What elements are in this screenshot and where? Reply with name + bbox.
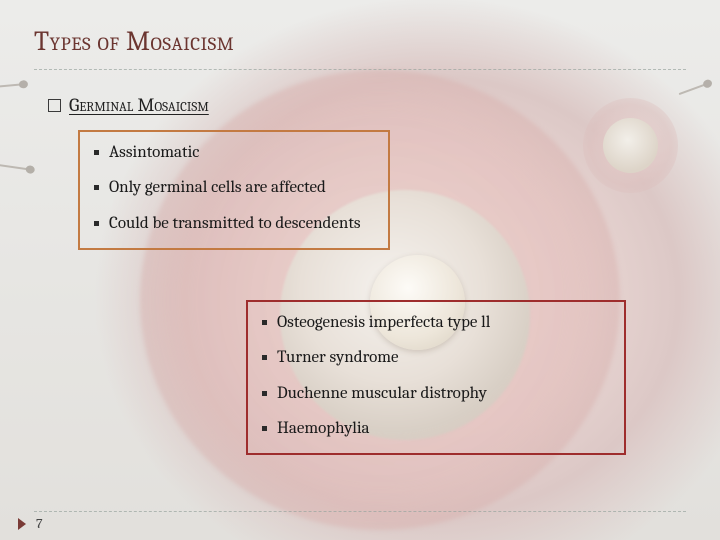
list-item: Assintomatic: [94, 142, 376, 163]
bullet-icon: [262, 320, 267, 325]
subtitle-row: Germinal Mosaicism: [48, 94, 209, 116]
page-number: 7: [36, 515, 43, 532]
bullet-icon: [94, 221, 99, 226]
list-item: Haemophylia: [262, 418, 612, 439]
item-text: Only germinal cells are affected: [109, 177, 326, 198]
item-text: Duchenne muscular distrophy: [277, 383, 487, 404]
list-item: Only germinal cells are affected: [94, 177, 376, 198]
list-item: Duchenne muscular distrophy: [262, 383, 612, 404]
item-text: Could be transmitted to descendents: [109, 213, 361, 234]
slide-subtitle: Germinal Mosaicism: [69, 94, 209, 116]
bullet-icon: [262, 355, 267, 360]
bullet-icon: [94, 150, 99, 155]
divider-bottom: [34, 511, 686, 512]
item-text: Assintomatic: [109, 142, 199, 163]
characteristics-box: Assintomatic Only germinal cells are aff…: [78, 130, 390, 250]
slide-title: Types of Mosaicism: [34, 26, 234, 57]
item-text: Osteogenesis imperfecta type ll: [277, 312, 490, 333]
examples-box: Osteogenesis imperfecta type ll Turner s…: [246, 300, 626, 455]
item-text: Haemophylia: [277, 418, 370, 439]
bullet-icon: [262, 391, 267, 396]
checkbox-icon: [48, 99, 61, 112]
bullet-icon: [262, 426, 267, 431]
item-text: Turner syndrome: [277, 347, 399, 368]
slide-content: Types of Mosaicism Germinal Mosaicism As…: [0, 0, 720, 540]
bullet-icon: [94, 185, 99, 190]
page-marker-icon: [18, 518, 26, 530]
divider-top: [34, 69, 686, 70]
list-item: Turner syndrome: [262, 347, 612, 368]
list-item: Could be transmitted to descendents: [94, 213, 376, 234]
list-item: Osteogenesis imperfecta type ll: [262, 312, 612, 333]
